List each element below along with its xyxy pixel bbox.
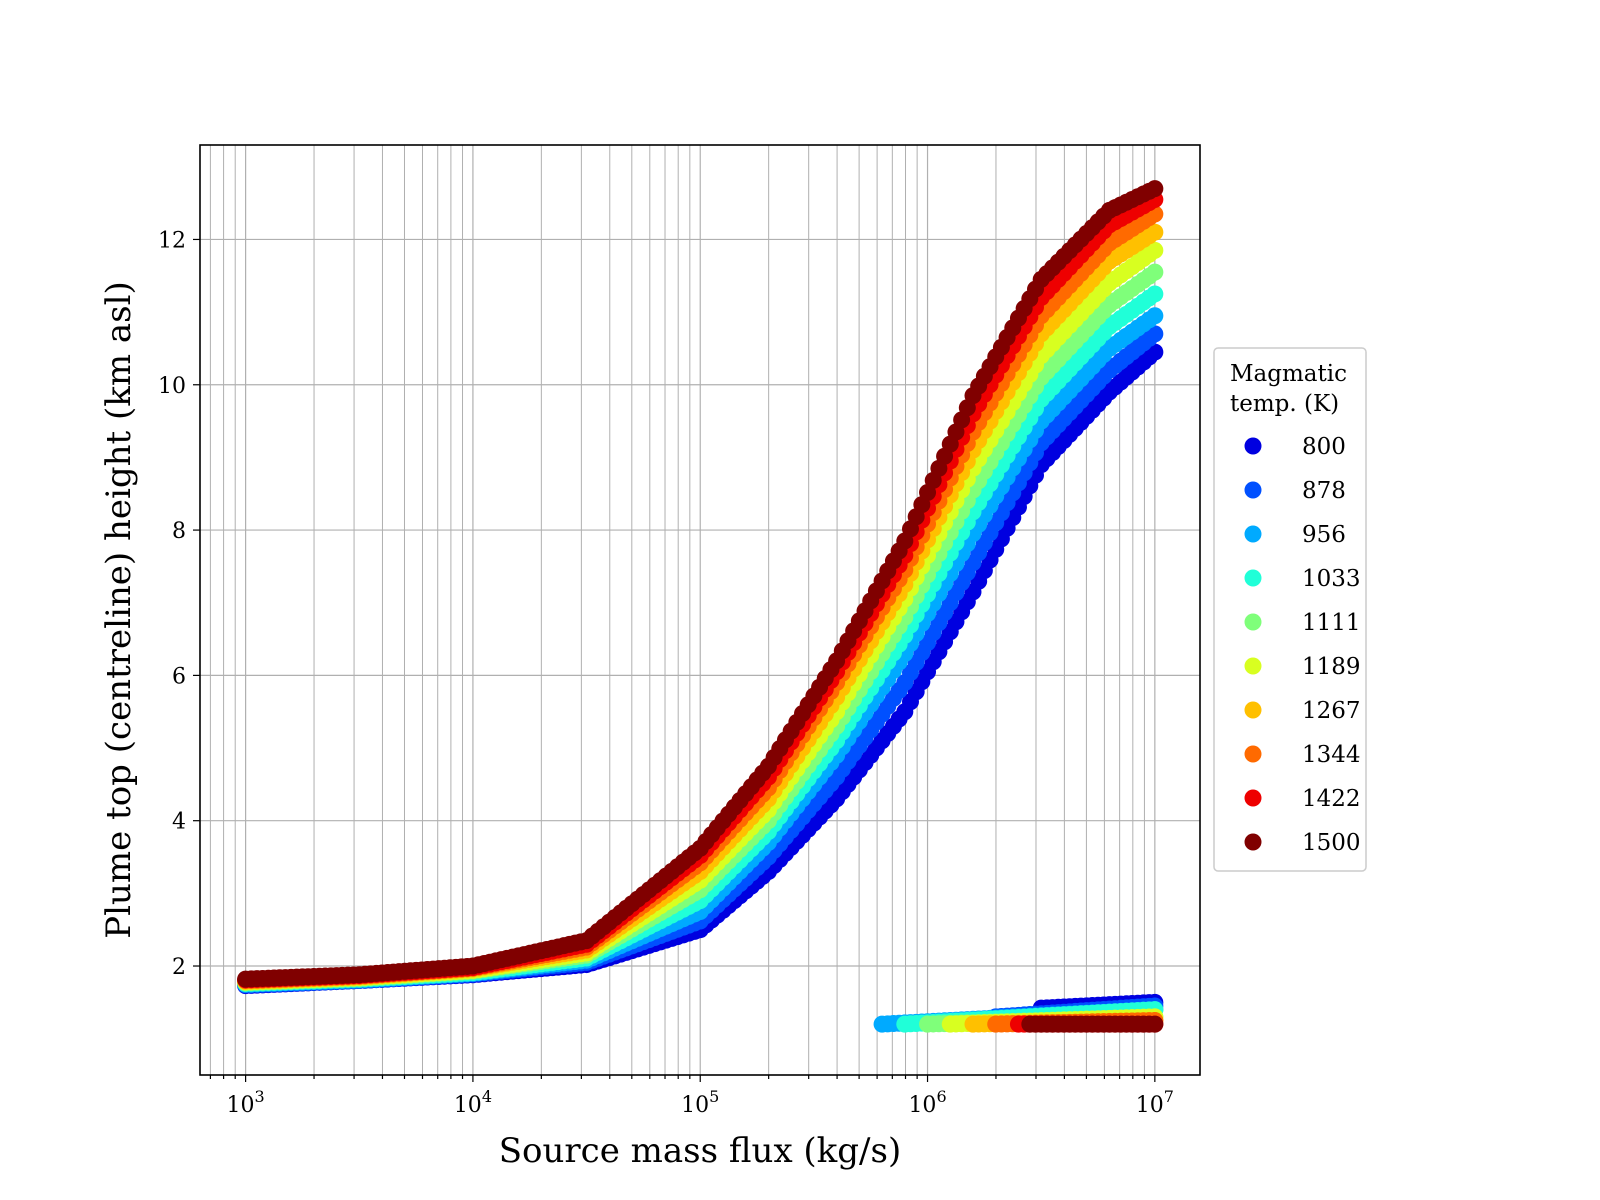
data-point-lower [1146,1015,1164,1033]
x-tick-label: 106 [908,1087,946,1118]
legend-marker [1244,701,1262,719]
legend-label: 1033 [1302,566,1361,592]
data-point [1146,307,1164,325]
x-axis: 103 104 105 106 107 [209,1075,1174,1118]
legend-marker [1244,613,1262,631]
y-tick-label: 12 [158,228,186,253]
y-tick-label: 8 [172,519,186,544]
y-axis-title: Plume top (centreline) height (km asl) [99,281,139,939]
legend-box [1213,347,1367,872]
legend-label: 1189 [1302,654,1361,680]
legend-marker [1244,789,1262,807]
legend: Magmatic temp. (K) 800 878 956 1033 1111 1189 12… [1213,347,1367,872]
x-tick-label: 107 [1136,1087,1174,1118]
y-axis: 2 4 6 8 10 12 [158,228,200,980]
x-tick-label: 104 [454,1087,492,1118]
legend-label: 1267 [1302,698,1361,724]
legend-label: 878 [1302,478,1346,504]
legend-label: 1111 [1302,610,1361,636]
data-point [1146,325,1164,343]
y-tick-label: 6 [172,664,186,689]
data-point [1146,241,1164,259]
legend-marker [1244,833,1262,851]
legend-marker [1244,481,1262,499]
legend-title: temp. (K) [1230,391,1339,417]
data-point [1146,285,1164,303]
legend-label: 1422 [1302,786,1361,812]
legend-marker [1244,437,1262,455]
data-point [1146,263,1164,281]
y-tick-label: 4 [172,810,186,835]
y-tick-label: 10 [158,374,186,399]
legend-marker [1244,657,1262,675]
data-point [1146,343,1164,361]
data-points [237,180,1164,1033]
legend-label: 800 [1302,434,1346,460]
y-tick-label: 2 [172,955,186,980]
legend-marker [1244,525,1262,543]
data-point [1146,180,1164,198]
x-axis-title: Source mass flux (kg/s) [499,1131,901,1171]
legend-label: 956 [1302,522,1346,548]
x-tick-label: 103 [227,1087,265,1118]
legend-title: Magmatic [1230,361,1347,387]
data-point [1146,223,1164,241]
legend-marker [1244,569,1262,587]
legend-marker [1244,745,1262,763]
legend-label: 1500 [1302,830,1361,856]
x-tick-label: 105 [681,1087,719,1118]
legend-label: 1344 [1302,742,1361,768]
